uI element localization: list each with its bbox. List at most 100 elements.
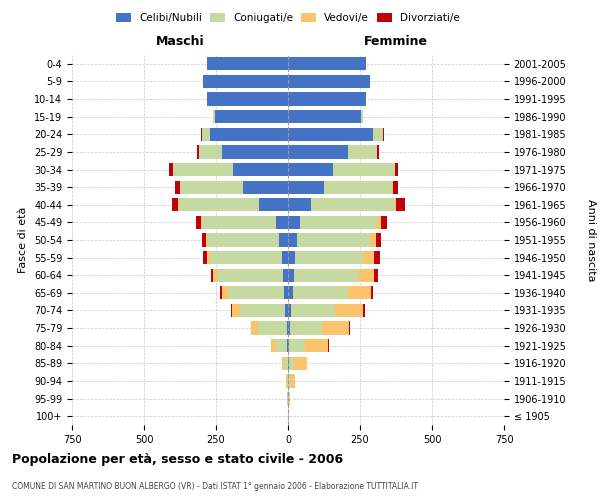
Bar <box>209 251 281 264</box>
Bar <box>208 251 209 264</box>
Bar <box>222 286 227 300</box>
Bar <box>289 339 305 352</box>
Bar <box>180 180 244 194</box>
Bar <box>293 286 348 300</box>
Bar <box>311 198 395 211</box>
Bar <box>288 146 349 158</box>
Bar <box>208 234 280 246</box>
Text: Popolazione per età, sesso e stato civile - 2006: Popolazione per età, sesso e stato civil… <box>12 452 343 466</box>
Bar <box>373 128 383 141</box>
Bar <box>215 110 288 124</box>
Bar <box>296 234 370 246</box>
Bar <box>349 146 377 158</box>
Bar <box>232 304 241 317</box>
Bar <box>213 268 217 282</box>
Bar <box>392 180 398 194</box>
Bar <box>288 180 324 194</box>
Bar <box>202 216 277 229</box>
Bar <box>169 163 173 176</box>
Bar <box>175 180 180 194</box>
Bar <box>199 146 222 158</box>
Bar <box>348 286 371 300</box>
Bar <box>288 234 296 246</box>
Bar <box>332 163 395 176</box>
Bar <box>208 92 288 106</box>
Bar <box>271 339 276 352</box>
Bar <box>286 374 287 388</box>
Text: Femmine: Femmine <box>364 34 428 48</box>
Bar <box>196 216 201 229</box>
Bar <box>251 322 258 334</box>
Bar <box>371 286 373 300</box>
Bar <box>288 75 370 88</box>
Bar <box>258 322 287 334</box>
Bar <box>211 268 213 282</box>
Bar <box>374 268 378 282</box>
Bar <box>381 216 387 229</box>
Bar <box>377 146 379 158</box>
Bar <box>283 268 288 282</box>
Bar <box>288 304 292 317</box>
Y-axis label: Fasce di età: Fasce di età <box>19 207 28 273</box>
Bar <box>335 304 364 317</box>
Bar <box>217 268 283 282</box>
Bar <box>288 374 290 388</box>
Bar <box>288 268 294 282</box>
Bar <box>288 163 332 176</box>
Bar <box>284 286 288 300</box>
Bar <box>222 146 288 158</box>
Bar <box>288 251 295 264</box>
Bar <box>290 374 295 388</box>
Bar <box>202 128 210 141</box>
Bar <box>292 304 335 317</box>
Bar <box>172 198 178 211</box>
Bar <box>210 128 288 141</box>
Bar <box>294 268 359 282</box>
Bar <box>361 110 363 124</box>
Bar <box>288 392 289 405</box>
Bar <box>364 251 374 264</box>
Bar <box>203 75 288 88</box>
Bar <box>288 216 299 229</box>
Bar <box>241 304 285 317</box>
Y-axis label: Anni di nascita: Anni di nascita <box>586 198 596 281</box>
Bar <box>213 110 215 124</box>
Bar <box>280 234 288 246</box>
Bar <box>244 180 288 194</box>
Bar <box>288 128 373 141</box>
Bar <box>395 163 398 176</box>
Bar <box>287 322 288 334</box>
Bar <box>377 216 381 229</box>
Bar <box>376 234 381 246</box>
Bar <box>259 198 288 211</box>
Bar <box>179 198 259 211</box>
Bar <box>288 339 289 352</box>
Bar <box>227 286 284 300</box>
Bar <box>285 304 288 317</box>
Bar <box>220 286 222 300</box>
Bar <box>276 339 287 352</box>
Bar <box>322 322 349 334</box>
Bar <box>201 216 202 229</box>
Bar <box>282 356 284 370</box>
Bar <box>203 251 208 264</box>
Bar <box>395 198 396 211</box>
Bar <box>277 216 288 229</box>
Bar <box>305 339 328 352</box>
Bar <box>289 392 290 405</box>
Bar <box>173 163 233 176</box>
Bar <box>288 286 293 300</box>
Bar <box>374 251 380 264</box>
Bar <box>349 322 350 334</box>
Bar <box>197 146 199 158</box>
Bar <box>208 57 288 70</box>
Bar <box>396 198 404 211</box>
Bar <box>324 180 392 194</box>
Legend: Celibi/Nubili, Coniugati/e, Vedovi/e, Divorziati/e: Celibi/Nubili, Coniugati/e, Vedovi/e, Di… <box>112 8 464 27</box>
Bar <box>359 268 374 282</box>
Bar <box>281 251 288 264</box>
Bar <box>289 356 295 370</box>
Bar <box>299 216 377 229</box>
Bar <box>295 356 307 370</box>
Bar <box>206 234 208 246</box>
